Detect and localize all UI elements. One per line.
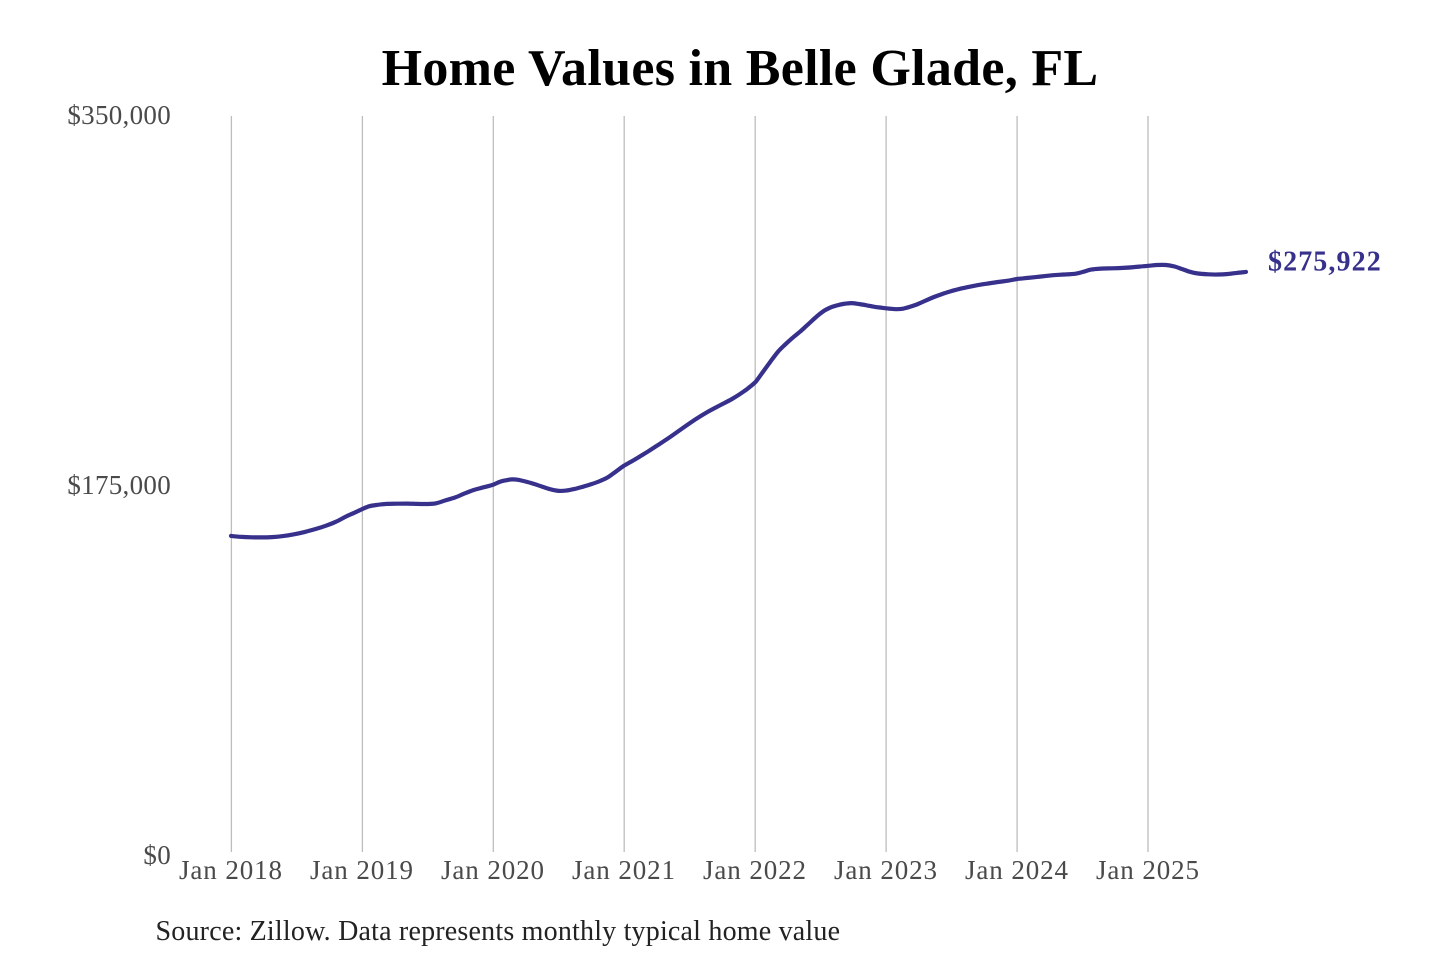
svg-text:$275,922: $275,922	[1268, 247, 1382, 278]
svg-text:Source: Zillow. Data represent: Source: Zillow. Data represents monthly …	[156, 916, 841, 947]
svg-text:Jan 2025: Jan 2025	[1096, 855, 1200, 885]
svg-text:Jan 2022: Jan 2022	[703, 855, 807, 885]
svg-text:Jan 2018: Jan 2018	[179, 855, 283, 885]
svg-text:Jan 2020: Jan 2020	[441, 855, 545, 885]
svg-text:Jan 2024: Jan 2024	[965, 855, 1069, 885]
svg-text:Jan 2019: Jan 2019	[310, 855, 414, 885]
svg-text:Home Values in Belle Glade, FL: Home Values in Belle Glade, FL	[382, 40, 1099, 97]
svg-text:$175,000: $175,000	[67, 470, 171, 500]
svg-text:$350,000: $350,000	[67, 100, 171, 130]
svg-text:Jan 2021: Jan 2021	[572, 855, 676, 885]
svg-text:$0: $0	[143, 840, 171, 870]
svg-text:Jan 2023: Jan 2023	[834, 855, 938, 885]
